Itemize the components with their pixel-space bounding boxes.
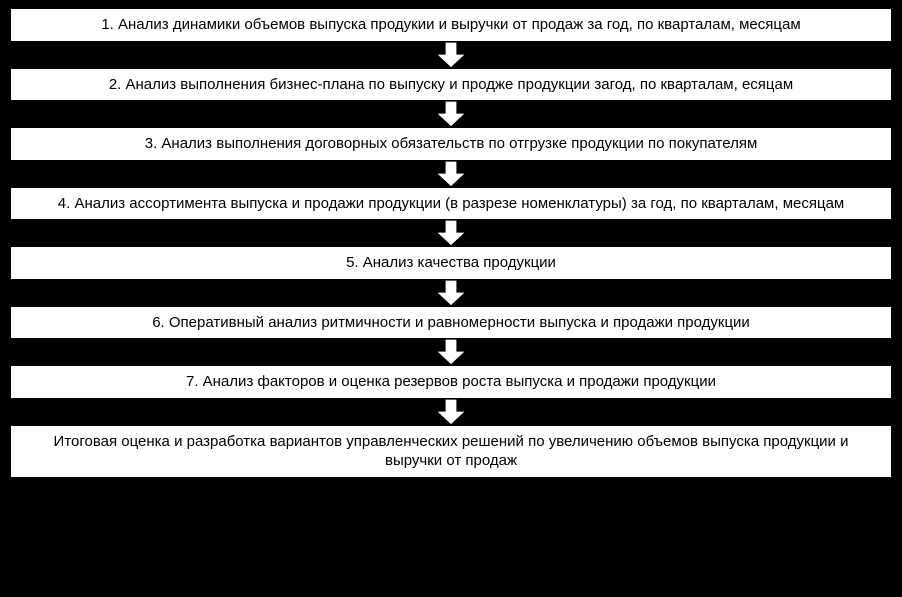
arrow-4	[10, 220, 892, 246]
arrow-down-icon	[434, 161, 468, 187]
step-box-3: 3. Анализ выполнения договорных обязател…	[10, 127, 892, 161]
arrow-6	[10, 339, 892, 365]
step-label: 4. Анализ ассортимента выпуска и продажи…	[58, 194, 844, 214]
step-box-8: Итоговая оценка и разработка вариантов у…	[10, 425, 892, 478]
step-label: 2. Анализ выполнения бизнес-плана по вып…	[109, 75, 793, 95]
arrow-down-icon	[434, 42, 468, 68]
arrow-3	[10, 161, 892, 187]
step-box-7: 7. Анализ факторов и оценка резервов рос…	[10, 365, 892, 399]
arrow-5	[10, 280, 892, 306]
step-box-5: 5. Анализ качества продукции	[10, 246, 892, 280]
arrow-down-icon	[434, 101, 468, 127]
arrow-7	[10, 399, 892, 425]
step-label: 1. Анализ динамики объемов выпуска проду…	[101, 15, 800, 35]
arrow-down-icon	[434, 339, 468, 365]
step-label: 6. Оперативный анализ ритмичности и равн…	[152, 313, 750, 333]
step-label: Итоговая оценка и разработка вариантов у…	[31, 432, 871, 471]
step-box-4: 4. Анализ ассортимента выпуска и продажи…	[10, 187, 892, 221]
arrow-down-icon	[434, 220, 468, 246]
step-box-6: 6. Оперативный анализ ритмичности и равн…	[10, 306, 892, 340]
step-box-1: 1. Анализ динамики объемов выпуска проду…	[10, 8, 892, 42]
arrow-1	[10, 42, 892, 68]
arrow-down-icon	[434, 399, 468, 425]
step-label: 3. Анализ выполнения договорных обязател…	[145, 134, 758, 154]
step-box-2: 2. Анализ выполнения бизнес-плана по вып…	[10, 68, 892, 102]
arrow-2	[10, 101, 892, 127]
arrow-down-icon	[434, 280, 468, 306]
step-label: 5. Анализ качества продукции	[346, 253, 556, 273]
step-label: 7. Анализ факторов и оценка резервов рос…	[186, 372, 716, 392]
